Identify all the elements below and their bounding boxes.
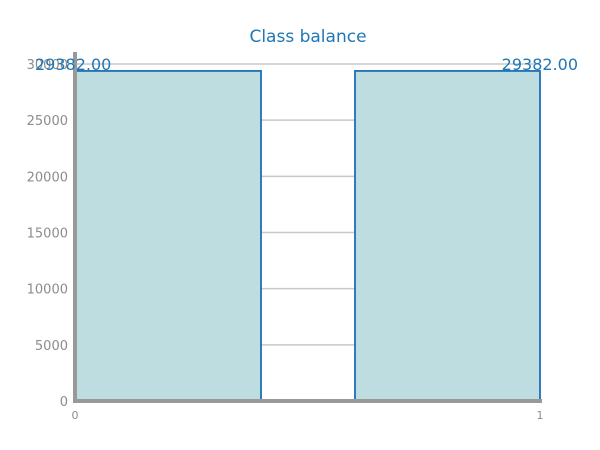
data-label-0: 29382.00 (35, 55, 111, 74)
bar-1 (354, 70, 541, 402)
chart-title: Class balance (249, 27, 366, 47)
y-tick-label: 0 (60, 395, 68, 410)
y-tick-label: 5000 (35, 339, 68, 354)
y-tick-label: 25000 (27, 114, 68, 129)
data-labels: 29382.00 29382.00 (35, 55, 578, 74)
x-tick-label: 1 (537, 409, 544, 422)
axes (73, 52, 542, 403)
y-tick-label: 30000 (27, 58, 68, 73)
bars (75, 70, 541, 402)
x-tick-label: 0 (72, 409, 79, 422)
bar-0 (75, 70, 262, 402)
y-tick-label: 10000 (27, 283, 68, 298)
y-tick-label: 15000 (27, 227, 68, 242)
y-tick-labels: 0 5000 10000 15000 20000 25000 30000 (27, 58, 68, 410)
data-label-1: 29382.00 (502, 55, 578, 74)
y-tick-label: 20000 (27, 170, 68, 185)
